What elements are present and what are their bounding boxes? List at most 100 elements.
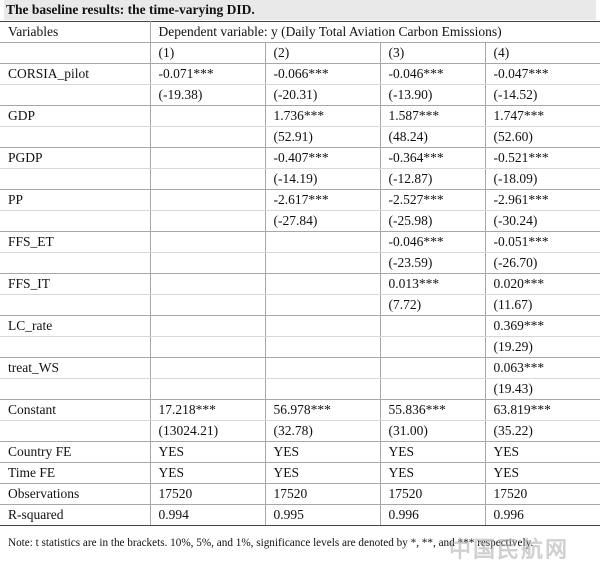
coefficient-cell: -0.521*** xyxy=(484,147,600,169)
coefficient-cell xyxy=(264,315,381,337)
variable-name: PGDP xyxy=(0,147,151,169)
summary-row: R-squared 0.994 0.995 0.996 0.996 xyxy=(0,504,600,526)
summary-value: YES xyxy=(484,441,600,463)
t-statistic-cell xyxy=(149,252,266,274)
variable-name: PP xyxy=(0,189,151,211)
coefficient-row: treat_WS 0.063*** xyxy=(0,357,600,379)
coefficient-cell xyxy=(379,315,486,337)
t-statistic-cell xyxy=(264,378,381,400)
t-statistic-cell: (48.24) xyxy=(379,126,486,148)
coefficient-cell: 63.819*** xyxy=(484,399,600,421)
t-statistic-cell: (-26.70) xyxy=(484,252,600,274)
t-statistic-cell: (-12.87) xyxy=(379,168,486,190)
coefficient-cell xyxy=(264,357,381,379)
summary-value: 0.994 xyxy=(149,504,266,526)
coefficient-cell: -0.066*** xyxy=(264,63,381,85)
variable-name-blank xyxy=(0,420,151,442)
t-statistic-cell: (11.67) xyxy=(484,294,600,316)
variable-name-blank xyxy=(0,252,151,274)
t-statistic-cell xyxy=(149,210,266,232)
summary-value: 17520 xyxy=(379,483,486,505)
t-statistic-row: (19.43) xyxy=(0,378,600,400)
t-statistic-cell xyxy=(149,378,266,400)
coefficient-cell: 55.836*** xyxy=(379,399,486,421)
coefficient-cell: -0.364*** xyxy=(379,147,486,169)
t-statistic-row: (-14.19) (-12.87) (-18.09) xyxy=(0,168,600,190)
t-statistic-cell: (52.60) xyxy=(484,126,600,148)
variable-name-blank xyxy=(0,294,151,316)
t-statistic-cell: (-14.19) xyxy=(264,168,381,190)
t-statistic-cell: (-20.31) xyxy=(264,84,381,106)
t-statistic-cell: (-18.09) xyxy=(484,168,600,190)
variable-name: FFS_IT xyxy=(0,273,151,295)
coefficient-cell xyxy=(149,315,266,337)
t-statistic-cell: (19.43) xyxy=(484,378,600,400)
variable-name-blank xyxy=(0,378,151,400)
variable-name-blank xyxy=(0,126,151,148)
t-statistic-cell xyxy=(149,126,266,148)
coefficient-cell: -2.961*** xyxy=(484,189,600,211)
t-statistic-cell xyxy=(379,378,486,400)
variable-name: Constant xyxy=(0,399,151,421)
t-statistic-cell: (7.72) xyxy=(379,294,486,316)
coefficient-cell: 0.369*** xyxy=(484,315,600,337)
coefficient-cell xyxy=(264,231,381,253)
t-statistic-cell: (13024.21) xyxy=(149,420,266,442)
t-statistic-cell xyxy=(264,294,381,316)
column-number: (1) xyxy=(149,42,266,64)
variable-name: GDP xyxy=(0,105,151,127)
t-statistic-cell xyxy=(149,336,266,358)
coefficient-row: Constant 17.218*** 56.978*** 55.836*** 63.81… xyxy=(0,399,600,421)
t-statistic-cell: (-25.98) xyxy=(379,210,486,232)
summary-value: 0.996 xyxy=(484,504,600,526)
dependent-variable-header: Dependent variable: y (Daily Total Aviat… xyxy=(149,21,600,43)
t-statistic-cell: (31.00) xyxy=(379,420,486,442)
variables-header: Variables xyxy=(0,21,151,43)
t-statistic-row: (52.91) (48.24) (52.60) xyxy=(0,126,600,148)
t-statistic-row: (-27.84) (-25.98) (-30.24) xyxy=(0,210,600,232)
summary-value: YES xyxy=(379,441,486,463)
summary-value: YES xyxy=(484,462,600,484)
summary-value: YES xyxy=(264,462,381,484)
column-number-blank xyxy=(0,42,151,64)
coefficient-row: GDP 1.736*** 1.587*** 1.747*** xyxy=(0,105,600,127)
coefficient-row: CORSIA_pilot -0.071*** -0.066*** -0.046*** -… xyxy=(0,63,600,85)
coefficient-cell: -0.046*** xyxy=(379,231,486,253)
coefficient-cell: 0.020*** xyxy=(484,273,600,295)
coefficient-row: LC_rate 0.369*** xyxy=(0,315,600,337)
variable-name-blank xyxy=(0,84,151,106)
summary-label: Country FE xyxy=(0,441,151,463)
t-statistic-row: (-19.38) (-20.31) (-13.90) (-14.52) xyxy=(0,84,600,106)
summary-row: Time FE YES YES YES YES xyxy=(0,462,600,484)
summary-value: YES xyxy=(264,441,381,463)
variable-name: CORSIA_pilot xyxy=(0,63,151,85)
t-statistic-cell xyxy=(149,168,266,190)
summary-row: Country FE YES YES YES YES xyxy=(0,441,600,463)
coefficient-cell xyxy=(149,189,266,211)
summary-value: 17520 xyxy=(264,483,381,505)
summary-row: Observations 17520 17520 17520 17520 xyxy=(0,483,600,505)
regression-table: Variables Dependent variable: y (Daily T… xyxy=(0,21,600,526)
t-statistic-cell xyxy=(264,252,381,274)
summary-label: Observations xyxy=(0,483,151,505)
table-caption: The baseline results: the time-varying D… xyxy=(4,0,596,20)
coefficient-cell xyxy=(149,357,266,379)
t-statistic-cell: (32.78) xyxy=(264,420,381,442)
variable-name-blank xyxy=(0,336,151,358)
coefficient-cell: 1.736*** xyxy=(264,105,381,127)
t-statistic-row: (13024.21) (32.78) (31.00) (35.22) xyxy=(0,420,600,442)
summary-value: YES xyxy=(149,441,266,463)
t-statistic-cell: (-13.90) xyxy=(379,84,486,106)
coefficient-cell: -0.046*** xyxy=(379,63,486,85)
coefficient-row: FFS_ET -0.046*** -0.051*** xyxy=(0,231,600,253)
coefficient-cell xyxy=(149,273,266,295)
summary-value: 0.996 xyxy=(379,504,486,526)
coefficient-row: PP -2.617*** -2.527*** -2.961*** xyxy=(0,189,600,211)
column-number: (3) xyxy=(379,42,486,64)
t-statistic-cell: (19.29) xyxy=(484,336,600,358)
variable-name: LC_rate xyxy=(0,315,151,337)
summary-value: YES xyxy=(149,462,266,484)
variable-name-blank xyxy=(0,210,151,232)
variable-name: FFS_ET xyxy=(0,231,151,253)
coefficient-cell: -2.617*** xyxy=(264,189,381,211)
